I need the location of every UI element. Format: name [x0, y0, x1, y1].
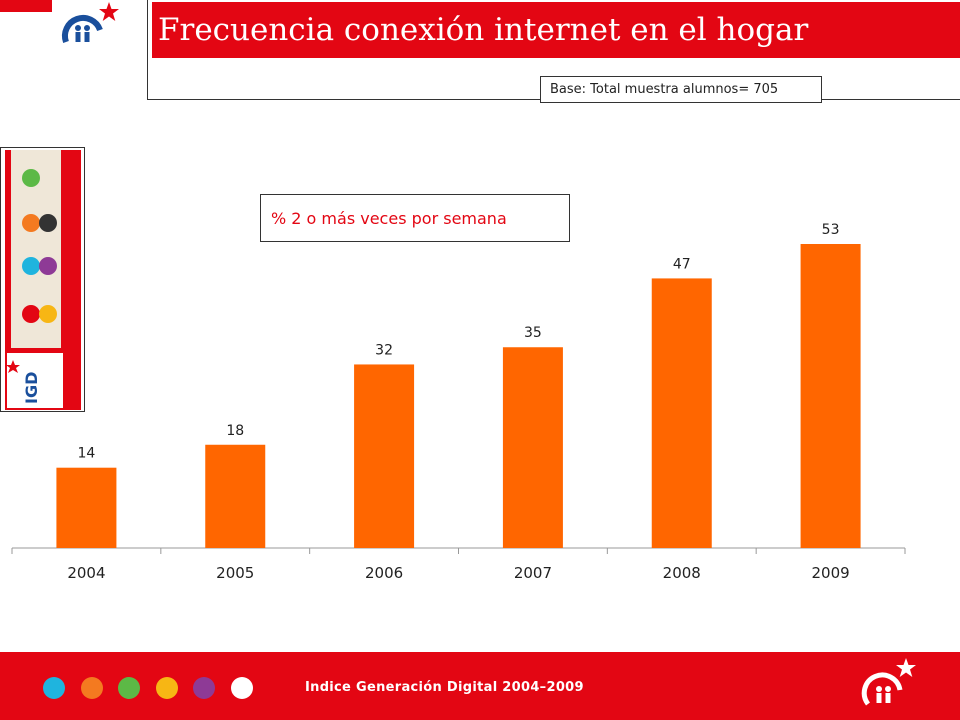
x-tick-label-2005: 2005 — [216, 564, 254, 582]
x-tick-label-2008: 2008 — [663, 564, 701, 582]
report-cover-thumbnail: IGD — [0, 147, 85, 412]
igd-logo-icon — [61, 2, 119, 43]
title-bar — [152, 2, 960, 58]
bar-2005 — [205, 444, 266, 548]
data-label-2004: 14 — [78, 446, 96, 462]
white-dot — [230, 677, 253, 699]
data-label-2005: 18 — [226, 423, 244, 439]
footer-igd-logo-icon — [861, 658, 916, 706]
x-tick-label-2007: 2007 — [514, 564, 552, 582]
data-label-2008: 47 — [673, 256, 691, 272]
x-tick-label-2004: 2004 — [67, 564, 105, 582]
legend-label: % 2 o más veces por semana — [260, 194, 570, 242]
yellow-dot — [155, 677, 178, 699]
slide-title: Frecuencia conexión internet en el hogar — [158, 12, 809, 48]
data-label-2006: 32 — [375, 342, 393, 358]
x-tick-label-2006: 2006 — [365, 564, 403, 582]
bar-chart: 14 2004 18 2005 32 2006 35 2007 47 2008 53 2009 — [11, 222, 906, 582]
green-dot — [118, 677, 140, 699]
base-note: Base: Total muestra alumnos= 705 — [540, 76, 822, 103]
bar-2008 — [651, 278, 712, 548]
bar-2009 — [800, 244, 861, 548]
purple-dot — [193, 677, 215, 699]
report-cover-thumbnail-image: IGD — [5, 150, 81, 410]
cyan-dot — [43, 677, 65, 699]
thumbnail-brand: IGD — [22, 372, 41, 404]
bar-2006 — [354, 364, 415, 548]
orange-dot — [80, 677, 103, 699]
bar-2007 — [502, 347, 563, 548]
top-red-tab — [0, 0, 52, 12]
data-label-2009: 53 — [822, 222, 840, 238]
bar-2004 — [56, 467, 117, 548]
x-tick-label-2009: 2009 — [811, 564, 849, 582]
data-label-2007: 35 — [524, 325, 542, 341]
footer-text: Indice Generación Digital 2004–2009 — [305, 680, 584, 695]
